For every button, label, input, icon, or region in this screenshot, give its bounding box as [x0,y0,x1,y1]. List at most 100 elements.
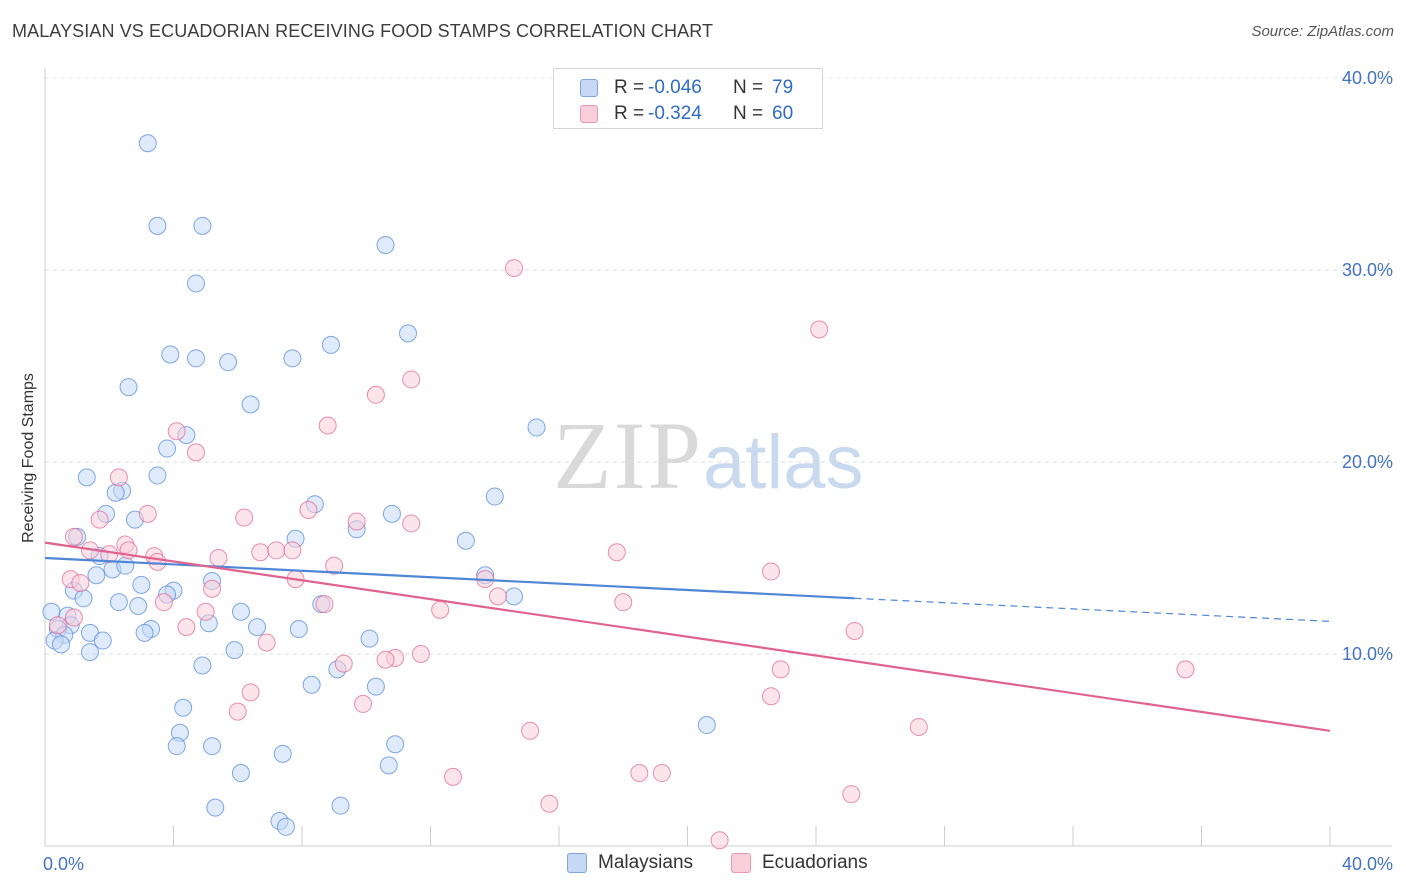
malaysian-point [167,737,186,756]
ecuadorian-point [366,385,385,404]
malaysian-point [161,345,180,364]
y-tick-label: 40.0% [1342,68,1393,88]
malaysian-point [225,641,244,660]
bottom-legend-label-malaysians: Malaysians [598,852,694,873]
malaysian-point [138,134,157,153]
malaysian-point [52,635,71,654]
ecuadorian-point [652,764,671,783]
ecuadorian-point [203,579,222,598]
ecuadorian-point [138,504,157,523]
malaysian-point [360,629,379,648]
ecuadorian-point [325,556,344,575]
bottom-legend-swatch-ecuadorians [731,853,751,873]
malaysian-point [276,817,295,836]
malaysian-point [219,353,238,372]
ecuadorian-point [283,541,302,560]
malaysian-point [248,618,267,637]
malaysian-point [129,597,148,615]
ecuadorian-point [376,650,395,669]
malaysian-point [331,796,350,815]
ecuadorian-point [235,508,254,527]
ecuadorian-point [315,595,334,614]
malaysian-point [174,698,193,717]
malaysian-point [193,656,212,675]
legend-n-label: N = [733,77,764,98]
legend-n-label: N = [733,103,764,124]
malaysian-point [77,468,96,487]
x-tick-label: 40.0% [1342,854,1393,874]
malaysian-point [74,589,93,608]
ecuadorian-point [402,370,421,389]
legend-n-value: 79 [772,77,794,98]
ecuadorian-point [71,573,90,592]
malaysian-point [485,487,504,506]
malaysian-point [231,602,250,621]
ecuadorian-point [443,767,462,786]
ecuadorian-point [505,259,524,278]
malaysian-point [116,556,135,575]
malaysian-point [132,575,151,594]
legend-r-label: R = [614,77,645,98]
ecuadorian-point [177,618,196,637]
ecuadorian-point [762,687,781,706]
malaysian-point [697,716,716,735]
ecuadorian-point [334,654,353,673]
bottom-legend-swatch-malaysians [567,853,587,873]
legend-swatch-ecuadorians [580,105,598,123]
malaysian-point [379,756,398,775]
malaysian-point [148,216,167,235]
ecuadorian-point [810,320,829,339]
y-axis-label: Receiving Food Stamps [20,373,37,543]
ecuadorian-point [64,527,83,546]
x-tick-label: 0.0% [43,854,84,874]
malaysian-point [321,335,340,354]
watermark-main: ZIP [553,402,703,509]
legend-r-value: -0.324 [648,103,702,124]
malaysian-point [148,466,167,485]
ecuadorian-point [257,633,276,652]
malaysian-point [206,798,225,817]
ecuadorian-point [167,422,186,441]
malaysian-point [386,735,405,754]
malaysian-point [456,531,475,550]
malaysian-point [93,631,112,650]
ecuadorian-point [228,702,247,721]
malaysian-trend-line-extension [854,597,1331,622]
ecuadorian-point [842,785,861,804]
legend-n-value: 60 [772,103,794,124]
malaysian-point [366,677,385,696]
ecuadorian-point [318,416,337,435]
legend-r-label: R = [614,103,645,124]
ecuadorian-point [411,645,430,663]
malaysian-point [119,378,138,397]
malaysian-point [283,349,302,368]
malaysian-point [186,274,205,293]
chart-title: MALAYSIAN VS ECUADORIAN RECEIVING FOOD S… [12,21,714,41]
ecuadorian-point [148,552,167,571]
ecuadorian-point [241,683,260,702]
y-tick-label: 30.0% [1342,260,1393,280]
correlation-legend: R = -0.046 N = 79 R = -0.324 N = 60 [553,68,823,129]
malaysian-point [158,439,177,458]
malaysian-point [106,483,125,502]
ecuadorian-point [540,794,559,813]
malaysian-point [80,643,99,662]
legend-r-value: -0.046 [648,77,702,98]
malaysian-point [382,504,401,523]
ecuadorian-point [771,660,790,679]
ecuadorian-point [630,764,649,783]
ecuadorian-point [64,608,83,627]
ecuadorian-point [402,514,421,533]
malaysian-point [289,620,308,639]
ecuadorian-point [267,541,286,560]
malaysian-point [527,418,546,437]
ecuadorian-point [710,831,729,850]
ecuadorian-point [196,602,215,621]
ecuadorian-point [109,468,128,487]
ecuadorian-point [762,562,781,581]
source-label: Source: ZipAtlas.com [1251,23,1394,40]
malaysian-point [135,623,154,642]
ecuadorian-point [845,621,864,640]
ecuadorian-point [1176,660,1195,679]
ecuadorian-point [607,543,626,562]
